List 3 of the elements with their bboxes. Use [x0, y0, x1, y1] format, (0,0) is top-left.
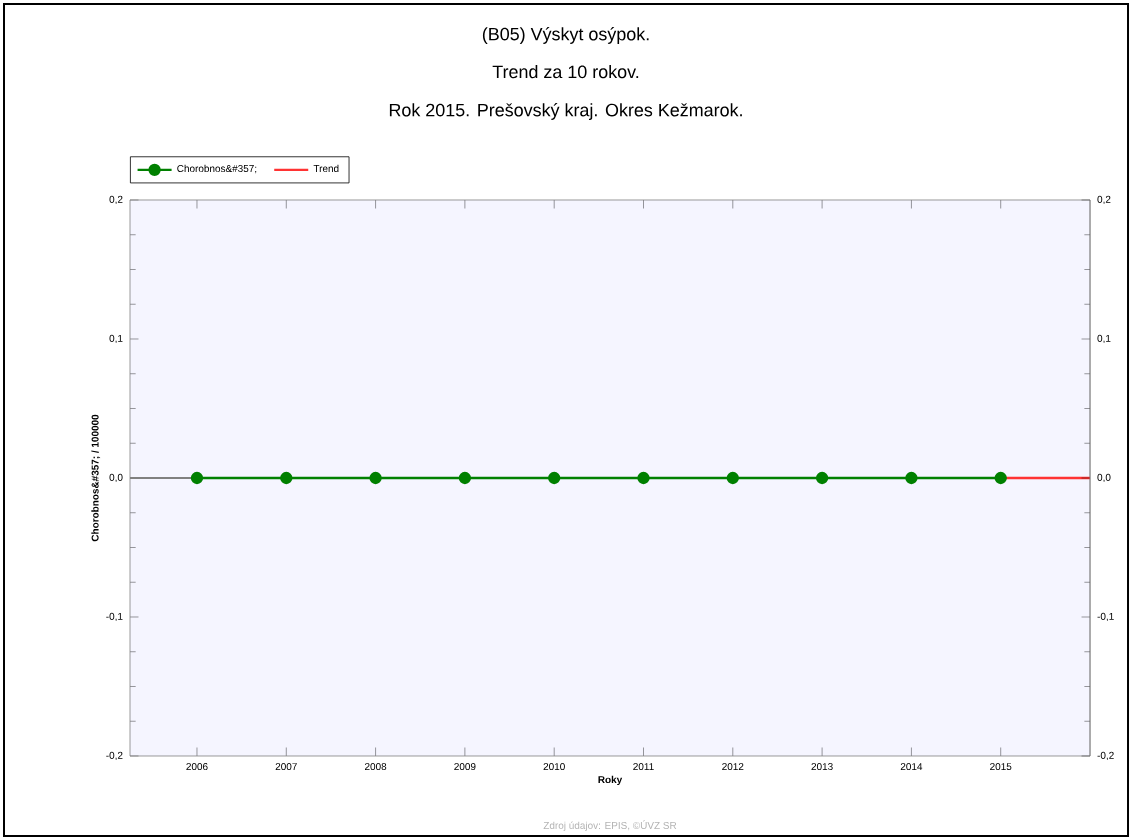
chart-subtitle: Trend za 10 rokov.: [492, 65, 639, 79]
chart-title: (B05) Výskyt osýpok.: [482, 27, 649, 44]
text: Rok 2015. Prešovský kraj. Okres Kežmarok.: [389, 103, 742, 120]
